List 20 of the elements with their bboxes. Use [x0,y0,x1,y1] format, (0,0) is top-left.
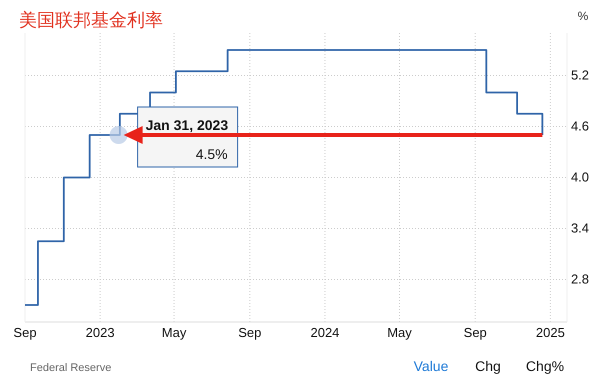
x-tick-label: Sep [13,325,37,340]
y-tick-label: 4.6 [570,118,590,134]
y-tick-label: 3.4 [570,220,590,236]
text: Value [414,358,449,374]
text: Chg [475,358,501,374]
y-axis-title: % [578,9,589,23]
text: Chg% [526,358,564,374]
annotation: Jan 31, 2023 4.5% [146,117,228,162]
y-tick-label: 4.0 [570,170,590,184]
x-tick-label: May [162,325,187,340]
x-tick-label: Sep [238,325,262,340]
x-tick-label: 2024 [310,325,340,340]
chart-title: 美国联邦基金利率 [19,10,163,30]
y-tick-label: 2.8 [570,272,590,286]
text: Federal Reserve [30,362,112,374]
x-tick-label: 2023 [86,325,115,340]
x-tick-label: Sep [464,325,487,340]
x-tick-label: May [387,325,412,340]
y-tick-label: 5.2 [570,68,590,82]
x-tick-label: 2025 [536,325,565,340]
